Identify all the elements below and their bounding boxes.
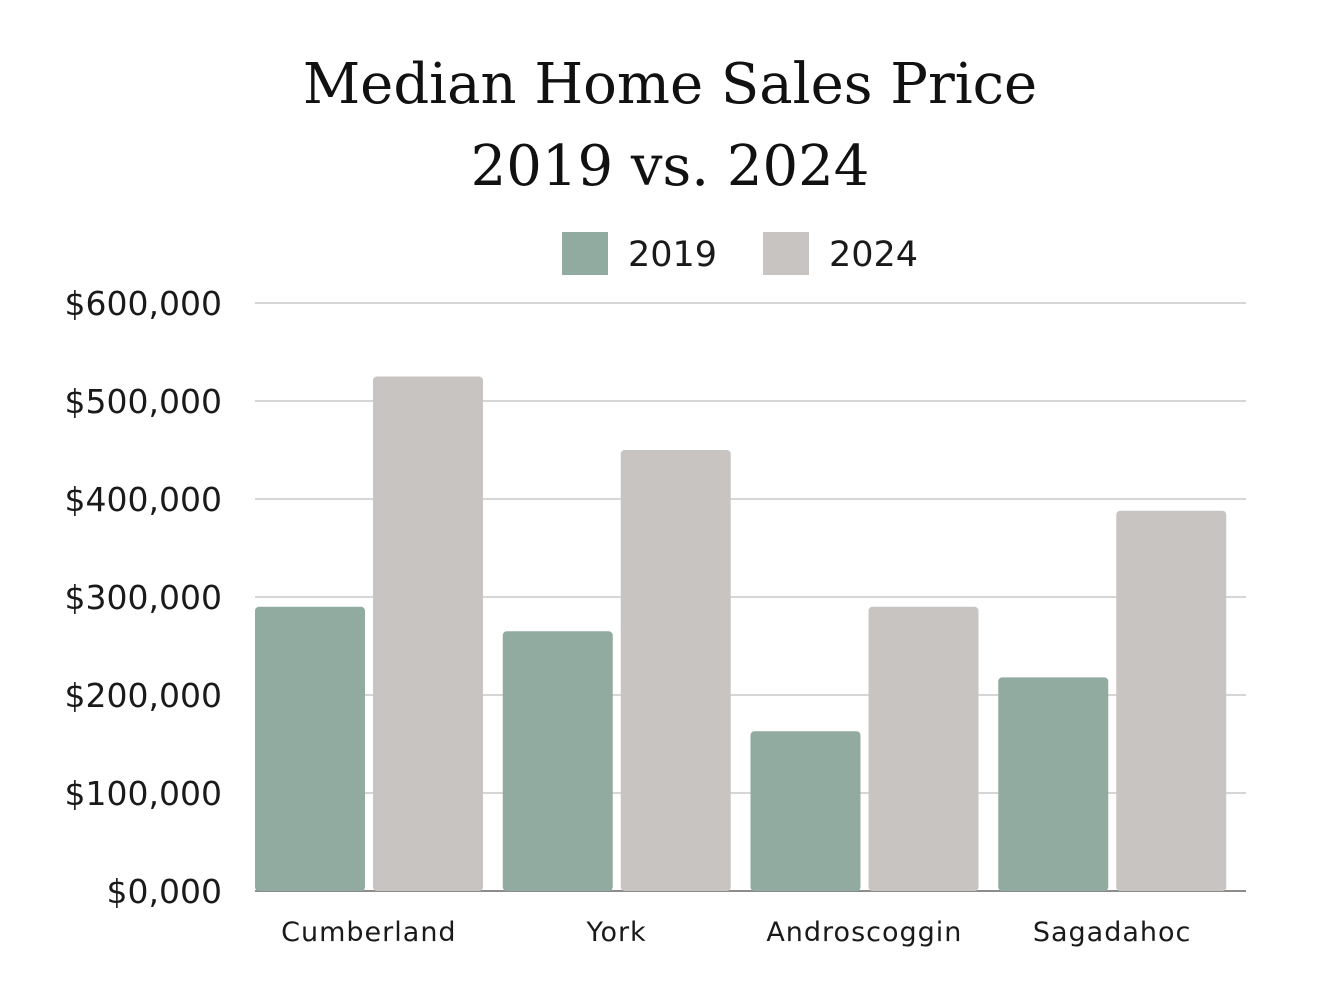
y-tick-label: $400,000 bbox=[65, 480, 222, 519]
bar-2019-cumberland bbox=[255, 606, 365, 891]
y-tick-label: $500,000 bbox=[65, 382, 222, 421]
bar-2024-androscoggin bbox=[868, 606, 979, 891]
legend-label-2024: 2024 bbox=[829, 235, 918, 275]
bar-2024-sagadahoc bbox=[1116, 510, 1227, 891]
y-tick-label: $200,000 bbox=[65, 676, 222, 715]
x-tick-label: York bbox=[586, 917, 647, 948]
y-tick-label: $0,000 bbox=[107, 872, 222, 911]
chart-title-line1: Median Home Sales Price bbox=[302, 52, 1038, 117]
legend-label-2019: 2019 bbox=[628, 235, 717, 275]
y-axis: $0,000 $100,000 $200,000 $300,000 $400,000 $5… bbox=[65, 284, 1246, 911]
bars bbox=[255, 376, 1227, 891]
legend-swatch-2024 bbox=[763, 232, 809, 275]
bar-2024-cumberland bbox=[373, 376, 483, 891]
chart-title-line2: 2019 vs. 2024 bbox=[470, 134, 870, 199]
bar-2019-sagadahoc bbox=[998, 677, 1109, 891]
x-tick-label: Androscoggin bbox=[766, 917, 962, 948]
bar-2024-york bbox=[620, 450, 731, 891]
legend: 2019 2024 bbox=[562, 232, 918, 275]
bar-2019-york bbox=[502, 631, 613, 891]
x-tick-label: Sagadahoc bbox=[1033, 917, 1192, 948]
legend-swatch-2019 bbox=[562, 232, 608, 275]
y-tick-label: $600,000 bbox=[65, 284, 222, 323]
x-tick-label: Cumberland bbox=[281, 917, 456, 948]
bar-2019-androscoggin bbox=[750, 731, 861, 891]
chart-title: Median Home Sales Price 2019 vs. 2024 bbox=[0, 44, 1323, 208]
y-tick-label: $300,000 bbox=[65, 578, 222, 617]
x-axis: Cumberland York Androscoggin Sagadahoc bbox=[281, 917, 1192, 948]
y-tick-label: $100,000 bbox=[65, 774, 222, 813]
